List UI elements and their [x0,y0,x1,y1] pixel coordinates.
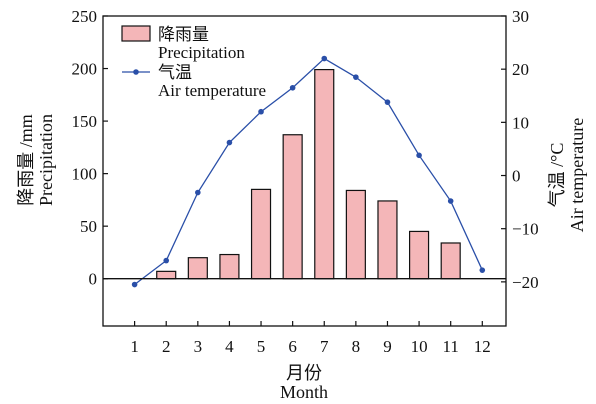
legend-temperature-label-zh: 气温 [158,63,192,82]
legend: 降雨量 Precipitation 气温 Air temperature [121,25,266,100]
x-tick-label: 10 [411,337,428,356]
left-tick-label: 0 [89,270,98,289]
temperature-point [289,84,296,91]
legend-temperature-marker [133,69,139,75]
temperature-point [447,198,454,204]
x-tick-label: 3 [194,337,203,356]
right-tick-label: −20 [512,273,539,292]
legend-precipitation-label-en: Precipitation [158,43,245,62]
left-tick-label: 150 [72,112,98,131]
precipitation-bar [187,257,208,280]
right-tick-label: 0 [512,167,521,186]
legend-temperature-label-en: Air temperature [158,81,266,100]
precipitation-bar [314,68,335,280]
x-tick-label: 8 [352,337,361,356]
temperature-point [321,55,328,62]
x-tick-label: 2 [162,337,171,356]
right-tick-label: −10 [512,220,539,239]
precipitation-bar [219,253,240,280]
temperature-point [163,257,170,264]
right-axis-title-en: Air temperature [567,118,587,232]
x-axis-title-zh: 月份 [286,363,322,383]
temperature-point [416,152,422,159]
left-tick-label: 100 [72,165,98,184]
precipitation-bar [282,134,303,280]
left-tick-label: 50 [80,217,97,236]
temperature-point [131,281,138,288]
x-tick-label: 9 [383,337,392,356]
precipitation-bar [377,200,398,280]
precipitation-bar [408,230,430,280]
x-tick-label: 7 [320,337,329,356]
right-axis-title-zh: 气温 /°C [547,143,567,208]
x-tick-label: 4 [225,337,234,356]
plot-frame [102,15,507,327]
temperature-line-group [131,55,486,288]
x-tick-label: 6 [288,337,297,356]
temperature-point [195,189,201,196]
left-axis-title-zh: 降雨量 /mm [16,114,36,206]
temperature-point [384,99,391,105]
precipitation-bar [345,189,366,280]
bars-group [156,68,461,280]
precipitation-bar [440,242,461,280]
left-tick-label: 250 [72,7,98,26]
axes-group [102,15,507,327]
temperature-point [258,108,264,115]
precipitation-bar [250,188,272,280]
x-axis-title-en: Month [280,382,328,402]
right-tick-label: 30 [512,7,529,26]
left-tick-label: 200 [72,60,98,79]
temperature-line [134,57,483,286]
right-tick-label: 20 [512,60,529,79]
precipitation-bar [156,270,177,280]
temperature-point [226,139,233,146]
x-tick-label: 11 [442,337,458,356]
x-tick-label: 1 [130,337,139,356]
temperature-point [353,74,359,80]
right-tick-label: 10 [512,113,529,132]
legend-precipitation-swatch [121,25,151,42]
left-axis-title-en: Precipitation [36,114,56,206]
legend-precipitation-label-zh: 降雨量 [158,25,209,44]
x-tick-label: 5 [257,337,266,356]
x-tick-label: 12 [474,337,491,356]
temperature-point [479,267,486,273]
